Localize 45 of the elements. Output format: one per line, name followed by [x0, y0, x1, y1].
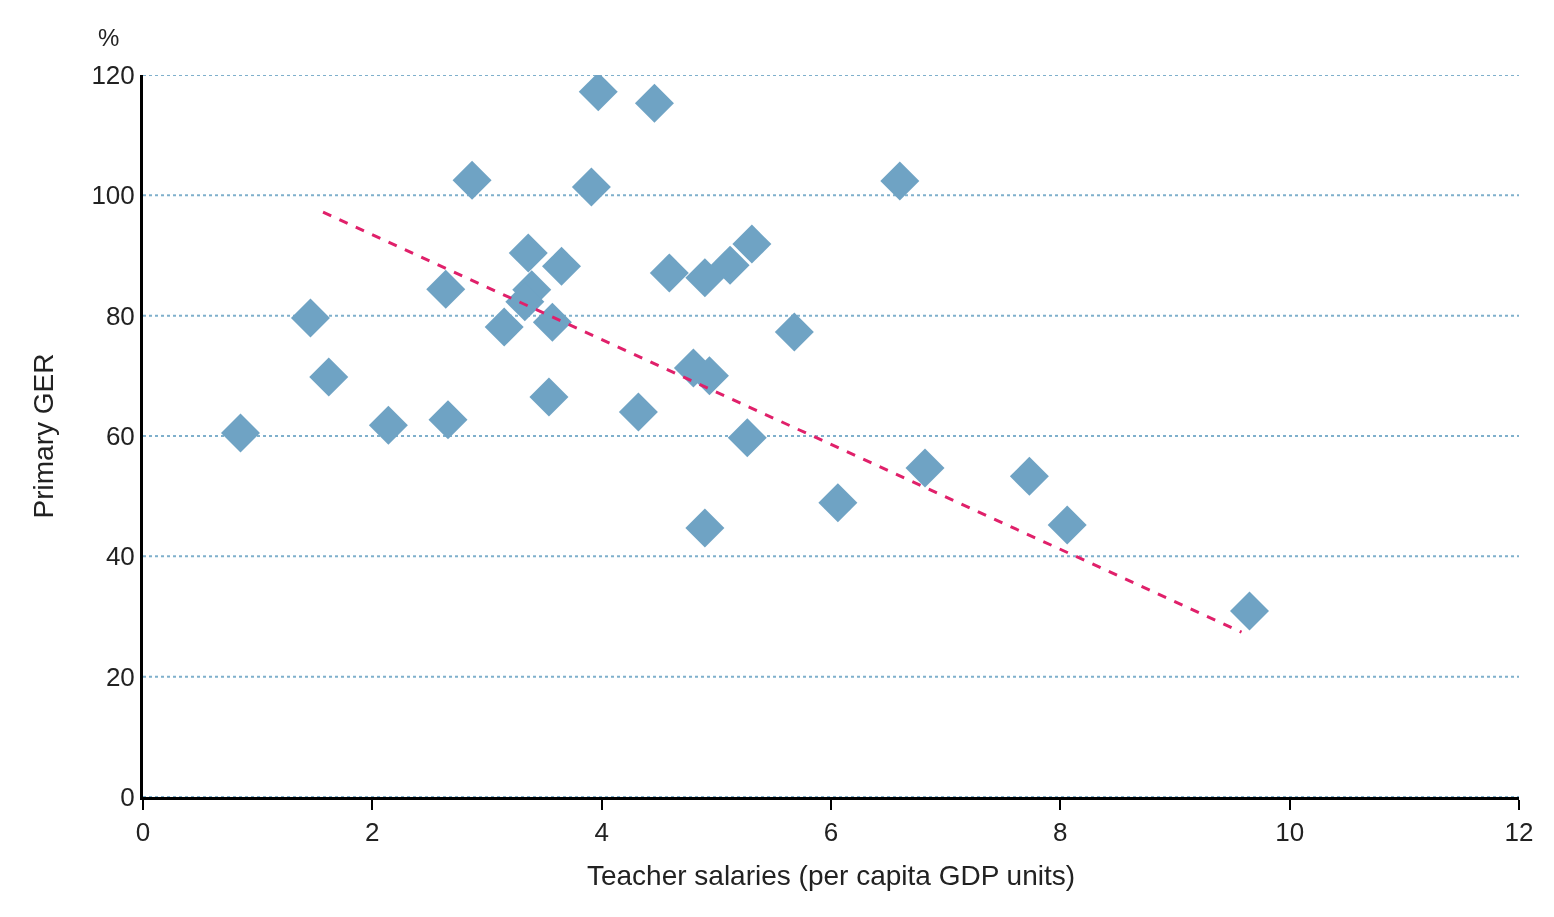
point: [774, 312, 814, 352]
point: [426, 269, 466, 309]
point: [220, 413, 260, 453]
x-tick-label: 4: [594, 817, 609, 848]
point: [508, 233, 548, 273]
point: [428, 400, 468, 440]
point: [727, 418, 767, 458]
point: [578, 75, 618, 112]
point: [571, 167, 611, 207]
point: [452, 160, 492, 200]
x-tick-label: 12: [1504, 817, 1534, 848]
point: [618, 392, 658, 432]
y-tick-label: 120: [91, 60, 135, 91]
x-tick-label: 2: [365, 817, 380, 848]
point: [649, 253, 689, 293]
point: [309, 357, 349, 397]
point: [1047, 505, 1087, 545]
point: [818, 483, 858, 523]
point: [732, 224, 772, 264]
point: [710, 245, 750, 285]
point: [685, 508, 725, 548]
point: [290, 298, 330, 338]
y-tick-label: 20: [105, 661, 135, 692]
point: [1230, 591, 1270, 631]
x-axis-title: Teacher salaries (per capita GDP units): [586, 860, 1076, 892]
y-tick-label: 40: [105, 541, 135, 572]
y-tick-label: 60: [105, 421, 135, 452]
text: %: [98, 24, 120, 51]
point: [532, 302, 572, 342]
point: [905, 448, 945, 488]
point: [634, 83, 674, 123]
point: [880, 161, 920, 201]
point: [542, 246, 582, 286]
point: [529, 377, 569, 417]
y-axis-title: Primary GER: [28, 353, 60, 519]
y-tick-label: 80: [105, 300, 135, 331]
y-tick-label: 0: [120, 782, 135, 813]
point: [484, 307, 524, 347]
x-tick-label: 8: [1053, 817, 1068, 848]
point: [1009, 456, 1049, 496]
point: [368, 405, 408, 445]
point: [685, 258, 725, 298]
x-tick-label: 6: [823, 817, 839, 848]
x-tick-label: 10: [1275, 817, 1305, 848]
y-tick-label: 100: [91, 180, 135, 211]
